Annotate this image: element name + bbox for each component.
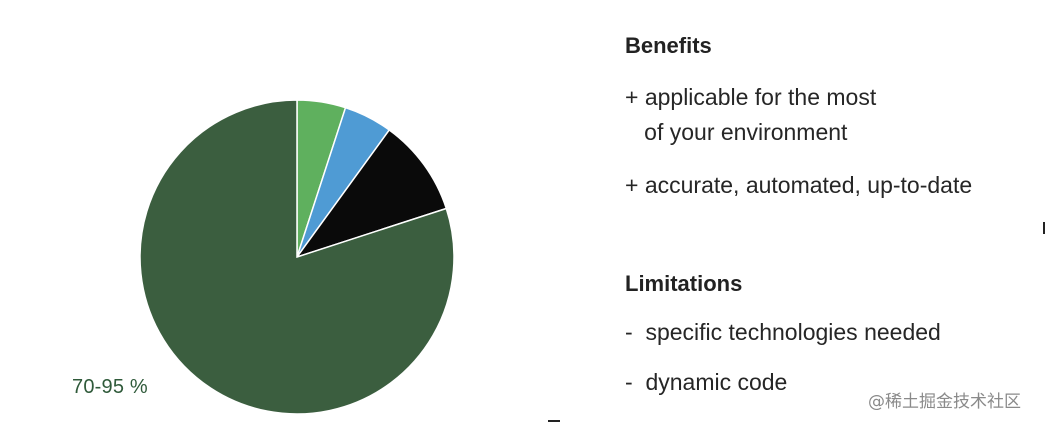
limitation-item: - dynamic code <box>625 369 788 395</box>
benefit-item: + accurate, automated, up-to-date <box>625 172 973 198</box>
benefit-item: + applicable for the most of your enviro… <box>625 84 877 145</box>
pie-slice <box>139 99 455 415</box>
pie-slice <box>295 128 448 259</box>
limitation-item: - specific technologies needed <box>625 319 941 345</box>
edge-tick <box>1043 222 1045 234</box>
benefits-heading: Benefits <box>625 33 712 58</box>
edge-tick <box>548 420 560 422</box>
watermark-text: @稀土掘金技术社区 <box>868 392 1021 412</box>
pie-slice-label: 70-95 % <box>72 376 148 398</box>
limitations-heading: Limitations <box>625 271 743 296</box>
